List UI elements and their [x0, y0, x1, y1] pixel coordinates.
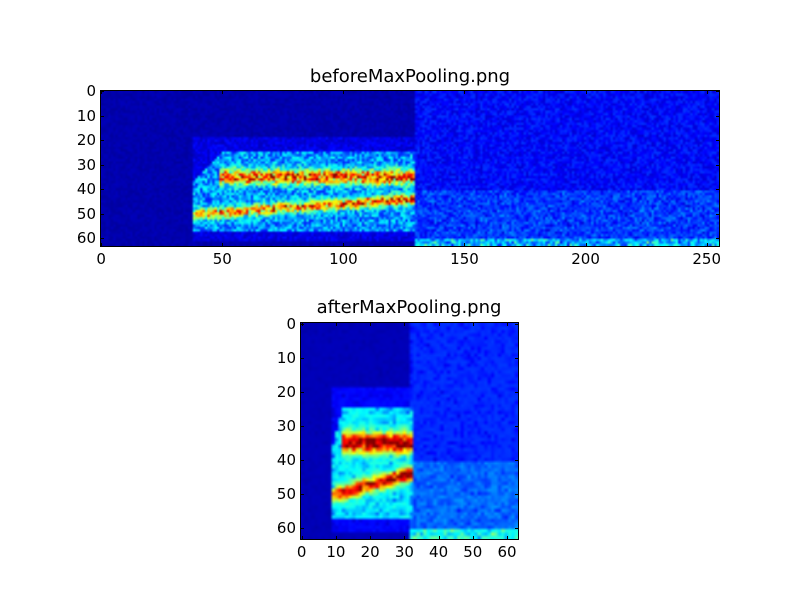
y-tick-label: 20 — [76, 131, 96, 150]
y-tick-label: 60 — [76, 229, 96, 248]
x-tick-mark — [343, 90, 345, 94]
x-tick-mark — [343, 243, 345, 247]
x-tick-label: 60 — [497, 543, 517, 561]
y-tick-mark — [300, 425, 304, 427]
y-tick-label: 50 — [76, 204, 96, 223]
x-tick-label: 100 — [329, 250, 358, 268]
x-tick-label: 0 — [96, 250, 106, 268]
x-tick-mark — [404, 322, 406, 326]
y-tick-label: 10 — [76, 106, 96, 125]
y-tick-mark — [515, 494, 519, 496]
chart-title-before: beforeMaxPooling.png — [309, 66, 511, 87]
x-tick-label: 50 — [463, 543, 483, 561]
heatmap-after — [300, 322, 519, 540]
x-tick-mark — [706, 243, 708, 247]
y-tick-mark — [100, 238, 104, 240]
x-tick-mark — [222, 243, 224, 247]
x-tick-mark — [335, 322, 337, 326]
y-tick-mark — [300, 528, 304, 530]
x-tick-mark — [507, 322, 509, 326]
y-tick-mark — [515, 323, 519, 325]
y-tick-mark — [100, 140, 104, 142]
y-tick-mark — [515, 459, 519, 461]
x-tick-label: 30 — [394, 543, 414, 561]
x-tick-label: 50 — [212, 250, 232, 268]
y-tick-mark — [515, 425, 519, 427]
y-tick-mark — [716, 189, 720, 191]
y-tick-mark — [515, 391, 519, 393]
x-tick-label: 10 — [326, 543, 346, 561]
y-tick-label: 40 — [276, 450, 296, 469]
x-tick-mark — [585, 90, 587, 94]
y-tick-mark — [300, 391, 304, 393]
x-tick-mark — [438, 322, 440, 326]
y-tick-mark — [100, 189, 104, 191]
y-tick-mark — [716, 115, 720, 117]
y-tick-label: 30 — [76, 155, 96, 174]
y-tick-label: 40 — [76, 180, 96, 199]
x-tick-mark — [438, 536, 440, 540]
chart-title-after: afterMaxPooling.png — [316, 297, 502, 318]
x-tick-mark — [222, 90, 224, 94]
x-tick-label: 150 — [450, 250, 479, 268]
y-tick-mark — [515, 528, 519, 530]
y-tick-mark — [300, 357, 304, 359]
y-tick-mark — [300, 494, 304, 496]
y-tick-mark — [716, 164, 720, 166]
y-tick-mark — [716, 140, 720, 142]
y-tick-mark — [300, 323, 304, 325]
heatmap-image-after — [301, 323, 518, 539]
x-tick-label: 0 — [296, 543, 307, 561]
y-tick-label: 0 — [286, 314, 296, 333]
y-tick-label: 60 — [276, 519, 296, 538]
heatmap-image-before — [101, 91, 719, 246]
y-tick-mark — [515, 357, 519, 359]
y-tick-mark — [716, 238, 720, 240]
x-tick-mark — [472, 322, 474, 326]
x-tick-label: 20 — [360, 543, 380, 561]
x-tick-mark — [404, 536, 406, 540]
y-tick-label: 30 — [276, 416, 296, 435]
y-tick-mark — [300, 459, 304, 461]
x-tick-mark — [101, 243, 103, 247]
x-tick-mark — [706, 90, 708, 94]
x-tick-mark — [507, 536, 509, 540]
x-tick-mark — [464, 243, 466, 247]
heatmap-before — [100, 90, 720, 247]
x-tick-mark — [472, 536, 474, 540]
x-tick-label: 250 — [692, 250, 721, 268]
y-tick-mark — [716, 213, 720, 215]
y-tick-label: 50 — [276, 485, 296, 504]
y-tick-label: 10 — [276, 348, 296, 367]
y-tick-mark — [100, 91, 104, 93]
x-tick-mark — [335, 536, 337, 540]
y-tick-label: 20 — [276, 382, 296, 401]
y-tick-mark — [100, 115, 104, 117]
x-tick-label: 200 — [571, 250, 600, 268]
x-tick-mark — [585, 243, 587, 247]
x-tick-mark — [301, 536, 303, 540]
x-tick-mark — [370, 536, 372, 540]
y-tick-mark — [100, 164, 104, 166]
y-tick-label: 0 — [86, 82, 96, 101]
x-tick-mark — [370, 322, 372, 326]
x-tick-label: 40 — [429, 543, 449, 561]
y-tick-mark — [716, 91, 720, 93]
x-tick-mark — [464, 90, 466, 94]
y-tick-mark — [100, 213, 104, 215]
